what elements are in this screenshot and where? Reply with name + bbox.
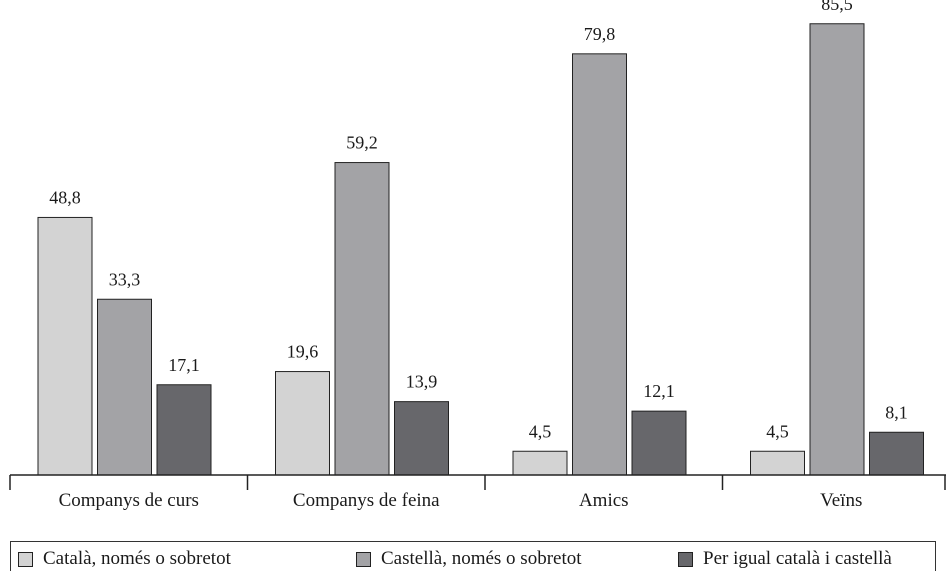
legend-frame [10,541,936,571]
bar-1-2 [97,298,152,476]
data-label-4-1: 4,5 [766,421,789,441]
legend-swatch-castella [356,551,371,567]
bar-3-1 [512,450,568,476]
bar-2-3 [394,401,449,476]
data-label-1-1: 48,8 [49,187,81,207]
data-label-3-1: 4,5 [529,421,552,441]
legend: Català, només o sobretot Castellà, només… [0,528,946,573]
bar-1-3 [156,384,212,476]
x-tick-label-2: Companys de feina [293,490,440,511]
data-label-2-3: 13,9 [406,372,438,392]
legend-label-catala: Català, només o sobretot [43,548,231,569]
bar-4-1 [750,450,805,476]
bar-chart: 48,8 33,3 17,1 Companys de curs 19,6 59,2 13,9… [9,0,946,511]
data-label-4-2: 85,5 [821,0,853,14]
legend-label-castella: Castellà, només o sobretot [381,548,582,569]
legend-swatch-catala [18,551,33,567]
data-label-2-2: 59,2 [346,133,378,153]
bar-3-2 [572,53,627,476]
data-label-4-3: 8,1 [885,402,908,422]
x-tick-label-1: Companys de curs [59,490,199,511]
data-label-3-3: 12,1 [643,381,675,401]
bar-2-2 [334,162,390,476]
x-tick-label-3: Amics [579,490,629,511]
bar-4-2 [809,23,865,476]
legend-item-catala: Català, només o sobretot [18,548,231,570]
data-label-2-1: 19,6 [287,342,319,362]
bar-3-3 [631,410,687,476]
legend-swatch-per-igual [678,551,693,567]
bar-1-1 [37,216,93,476]
data-label-1-3: 17,1 [168,355,200,375]
data-label-1-2: 33,3 [109,269,141,289]
legend-label-per-igual: Per igual català i castellà [703,548,892,569]
data-label-3-2: 79,8 [584,24,616,44]
bar-4-3 [869,431,924,476]
bar-2-1 [275,371,330,476]
legend-item-castella: Castellà, només o sobretot [356,548,582,570]
legend-item-per-igual: Per igual català i castellà [678,548,892,570]
x-tick-label-4: Veïns [820,490,862,511]
